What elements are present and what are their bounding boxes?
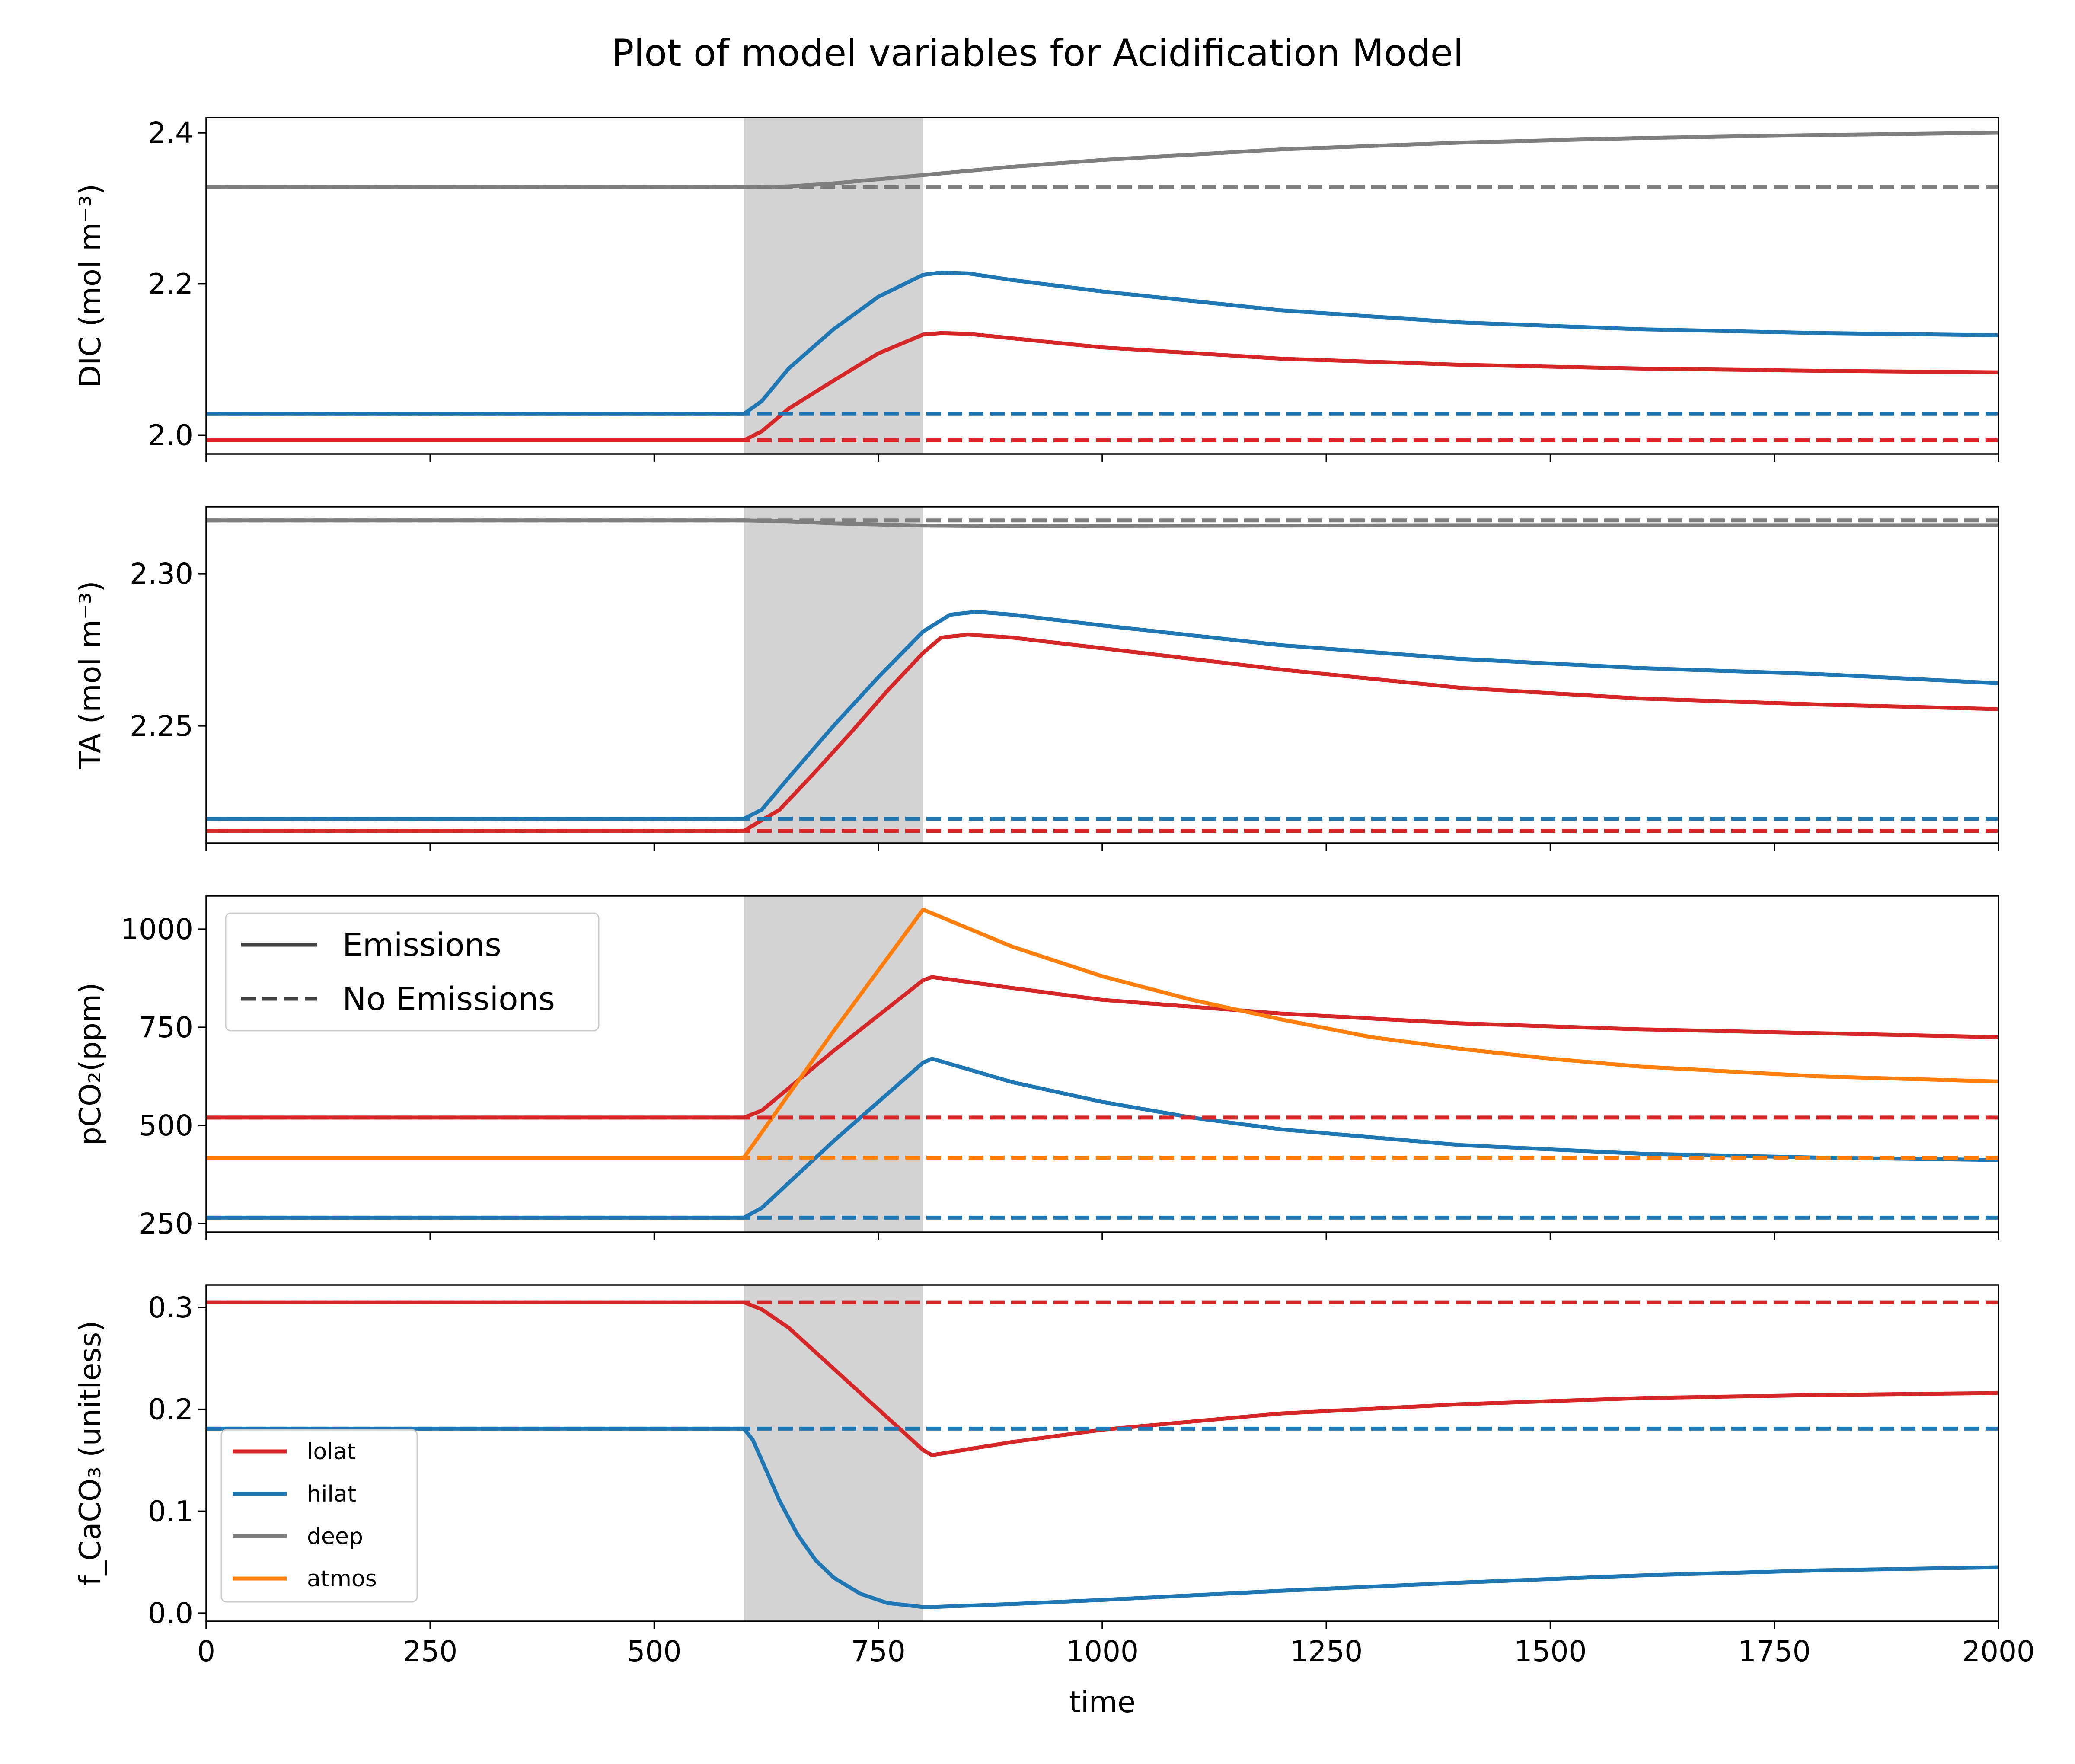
- x-tick-label: 500: [627, 1635, 682, 1668]
- y-tick-label: 2.30: [130, 557, 193, 591]
- series-legend-label: atmos: [307, 1566, 377, 1592]
- y-tick-label: 2.2: [148, 268, 193, 301]
- emission-window-shade: [744, 507, 923, 843]
- y-axis-label: TA (mol m⁻³): [73, 581, 108, 769]
- series-legend-label: lolat: [307, 1439, 356, 1465]
- y-tick-label: 500: [139, 1109, 193, 1142]
- y-tick-label: 2.4: [148, 116, 193, 150]
- y-tick-label: 2.0: [148, 419, 193, 452]
- y-axis-label: DIC (mol m⁻³): [73, 184, 108, 388]
- style-legend-label: Emissions: [342, 927, 501, 964]
- x-tick-label: 1250: [1290, 1635, 1363, 1668]
- series-legend-label: hilat: [307, 1481, 356, 1507]
- series-line-lolat-emissions: [206, 1300, 1998, 1457]
- series-line-hilat-emissions: [206, 610, 1998, 821]
- y-tick-label: 0.3: [148, 1291, 193, 1324]
- series-line-lolat-emissions: [206, 331, 1998, 442]
- y-tick-label: 0.0: [148, 1597, 193, 1630]
- x-tick-label: 750: [851, 1635, 906, 1668]
- x-tick-label: 250: [403, 1635, 457, 1668]
- series-line-hilat-emissions: [206, 270, 1998, 416]
- x-tick-label: 2000: [1962, 1635, 2035, 1668]
- style-legend: Emissions No Emissions: [225, 912, 600, 1032]
- series-line-lolat-emissions: [206, 633, 1998, 833]
- y-tick-label: 1000: [121, 913, 193, 946]
- series-legend: lolat hilat deep atmos: [220, 1429, 418, 1603]
- y-axis-label: f_CaCO₃ (unitless): [73, 1320, 108, 1585]
- panel-1: 2.0 2.2 2.4 DIC (mol m⁻³): [73, 116, 1999, 462]
- series-legend-box: [220, 1429, 418, 1603]
- panel-2: 2.25 2.30 TA (mol m⁻³): [73, 506, 1999, 851]
- y-tick-label: 250: [139, 1207, 193, 1240]
- panel-4: 0.0 0.1 0.2 0.3 0 250 500 750 1000 1250 1500 1750 20…: [73, 1284, 2035, 1719]
- series-line-hilat-emissions: [206, 1057, 1998, 1220]
- panels: 2.0 2.2 2.4 DIC (mol m⁻³) 2.25 2.30 TA (mol m⁻…: [73, 116, 2035, 1719]
- panel-3: 250 500 750 1000 pCO₂(ppm): [73, 895, 1999, 1240]
- x-axis-label: time: [1069, 1685, 1136, 1719]
- x-tick-label: 0: [197, 1635, 215, 1668]
- y-tick-label: 2.25: [130, 709, 193, 743]
- y-tick-label: 750: [139, 1011, 193, 1044]
- style-legend-label: No Emissions: [342, 981, 555, 1018]
- series-group: [206, 908, 1998, 1220]
- y-tick-label: 0.2: [148, 1393, 193, 1426]
- series-line-hilat-emissions: [206, 1426, 1998, 1609]
- series-line-atmos-emissions: [206, 908, 1998, 1160]
- x-tick-label: 1000: [1066, 1635, 1139, 1668]
- y-axis-label: pCO₂(ppm): [73, 982, 108, 1145]
- y-tick-label: 0.1: [148, 1495, 193, 1528]
- emission-window-shade: [744, 1285, 923, 1621]
- series-group: [206, 1300, 1998, 1609]
- series-group: [206, 518, 1998, 833]
- style-legend-box: [225, 912, 600, 1032]
- x-tick-label: 1750: [1738, 1635, 1811, 1668]
- figure-title: Plot of model variables for Acidificatio…: [612, 32, 1464, 75]
- series-line-lolat-emissions: [206, 975, 1998, 1120]
- x-tick-label: 1500: [1514, 1635, 1587, 1668]
- series-group: [206, 131, 1998, 442]
- series-legend-label: deep: [307, 1524, 363, 1550]
- emission-window-shade: [744, 118, 923, 454]
